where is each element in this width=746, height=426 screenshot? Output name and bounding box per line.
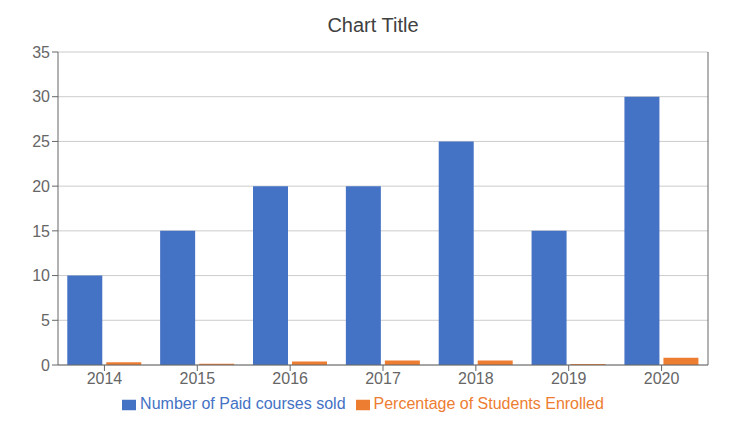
svg-text:35: 35 [32,44,50,61]
html-text:Number of Paid courses sold: Number of Paid courses sold [140,395,346,412]
html-text:Chart Title: Chart Title [327,14,419,36]
svg-text:2017: 2017 [365,370,401,387]
svg-text:2018: 2018 [458,370,494,387]
svg-text:0: 0 [41,357,50,374]
svg-text:15: 15 [32,223,50,240]
svg-text:30: 30 [32,88,50,105]
svg-text:5: 5 [41,312,50,329]
svg-text:2020: 2020 [644,370,680,387]
svg-text:20: 20 [32,178,50,195]
html-text:Percentage of Students Enrolle: Percentage of Students Enrolled [373,395,604,412]
svg-text:2014: 2014 [87,370,123,387]
svg-text:10: 10 [32,267,50,284]
svg-text:2015: 2015 [179,370,215,387]
svg-text:25: 25 [32,133,50,150]
svg-text:2016: 2016 [272,370,308,387]
svg-text:2019: 2019 [551,370,587,387]
